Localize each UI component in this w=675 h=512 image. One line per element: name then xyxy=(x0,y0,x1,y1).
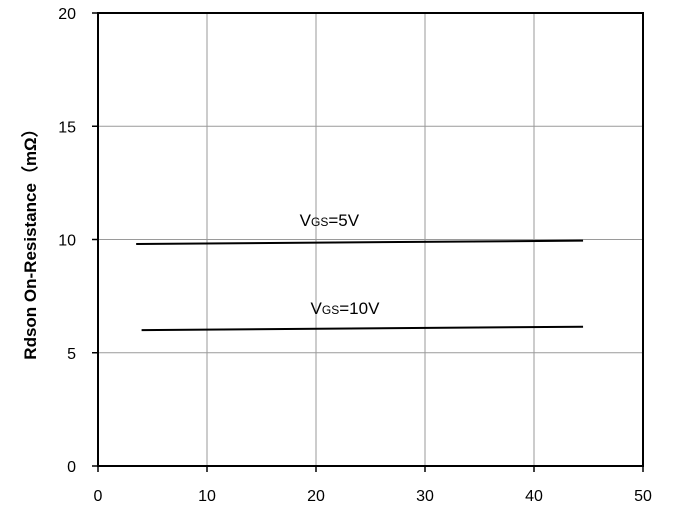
y-axis-label: Rdson On-Resistance（mΩ） xyxy=(20,120,40,359)
x-tick-label: 10 xyxy=(198,488,216,505)
grid xyxy=(92,12,644,472)
y-tick-label: 20 xyxy=(58,6,76,23)
series-line-1 xyxy=(136,239,584,246)
y-tick-label: 10 xyxy=(58,233,76,250)
series-line-2 xyxy=(141,325,584,332)
x-tick-label: 50 xyxy=(634,488,652,505)
series-annotation-2: VGS=10V xyxy=(311,299,381,318)
series-lines xyxy=(136,239,584,332)
y-tick-label: 0 xyxy=(67,459,76,476)
series-annotation-1: VGS=5V xyxy=(300,211,360,230)
y-tick-label: 5 xyxy=(67,346,76,363)
y-tick-labels: 0 5 10 15 20 xyxy=(58,6,76,476)
annotations: VGS=5V VGS=10V xyxy=(300,211,380,318)
y-tick-label: 15 xyxy=(58,119,76,136)
x-tick-label: 30 xyxy=(416,488,434,505)
x-tick-label: 20 xyxy=(307,488,325,505)
plot-frame xyxy=(97,12,644,467)
x-tick-label: 40 xyxy=(525,488,543,505)
x-tick-labels: 0 10 20 30 40 50 xyxy=(94,488,652,505)
x-tick-label: 0 xyxy=(94,488,103,505)
